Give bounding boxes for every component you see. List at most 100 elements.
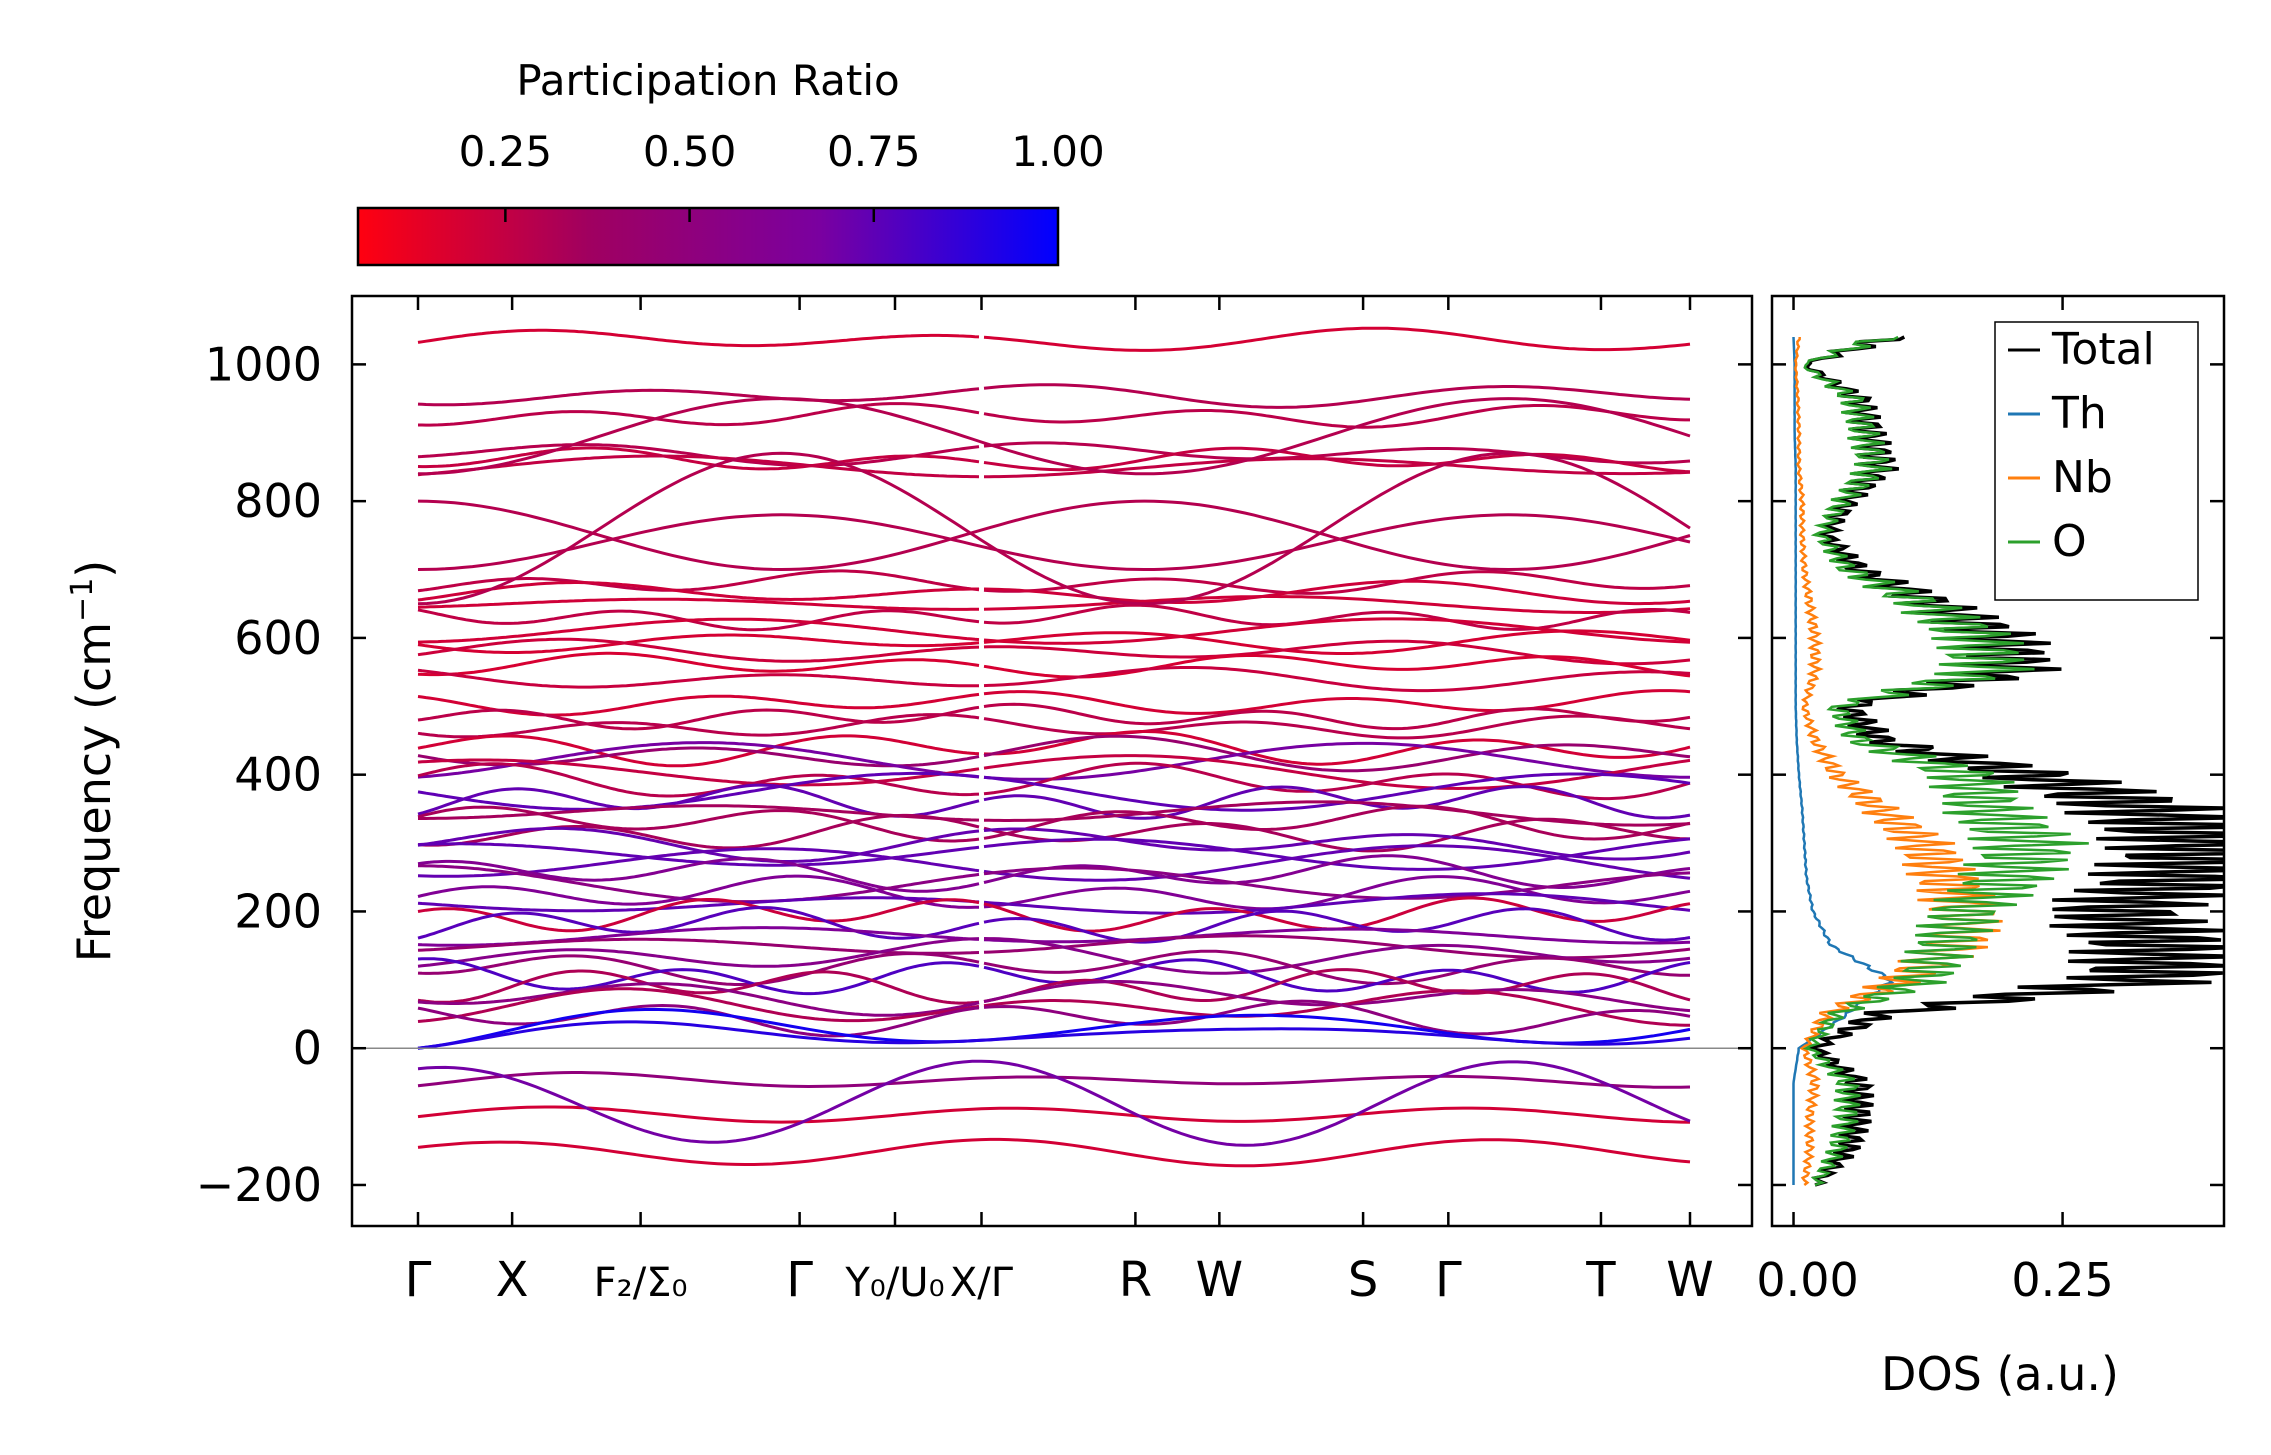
colorbar: Participation Ratio 0.25 0.50 0.75 1.00 [356, 56, 1105, 267]
colorbar-ticks: 0.25 0.50 0.75 1.00 [459, 127, 1105, 222]
band-plot-frame [350, 294, 1754, 1228]
dos-x-tick-label: 0.25 [2011, 1253, 2113, 1307]
dos-curve-nb [1794, 336, 2003, 1186]
phonon-bands [417, 326, 1691, 1168]
phonon-band [417, 898, 980, 933]
phonon-band [983, 689, 1691, 715]
phonon-band [983, 907, 1691, 944]
phonon-band [417, 896, 980, 913]
high-symmetry-label: R [1119, 1252, 1152, 1308]
band-y-tick-label: −200 [196, 1158, 322, 1212]
band-y-tick-label: 1000 [205, 337, 322, 391]
phonon-band [983, 326, 1691, 352]
phonon-band [417, 617, 980, 644]
high-symmetry-label: Γ [786, 1252, 813, 1308]
legend-label-o: O [2052, 516, 2087, 567]
phonon-band [983, 629, 1691, 655]
phonon-band [417, 957, 980, 996]
phonon-band [983, 999, 1691, 1036]
high-symmetry-label: X/Γ [950, 1260, 1014, 1306]
phonon-band [417, 874, 980, 909]
high-symmetry-label: W [1666, 1252, 1713, 1308]
high-symmetry-label: Γ [405, 1252, 432, 1308]
phonon-band [417, 581, 979, 602]
dos-x-axis-label: DOS (a.u.) [1881, 1347, 2119, 1401]
phonon-band [983, 804, 1691, 841]
colorbar-tick-label: 0.75 [827, 127, 921, 176]
phonon-band [417, 1007, 1691, 1050]
phonon-band [417, 637, 980, 663]
phonon-band [983, 734, 1691, 773]
high-symmetry-label: S [1348, 1252, 1378, 1308]
colorbar-gradient [356, 206, 1060, 267]
phonon-band [983, 654, 1691, 679]
phonon-band [983, 949, 1691, 986]
phonon-band [983, 741, 1691, 781]
phonon-band [983, 666, 1691, 693]
phonon-band [417, 513, 1691, 571]
band-y-tick-label: 800 [234, 474, 322, 528]
phonon-band [417, 771, 980, 811]
legend-items: Total Th Nb O [2008, 324, 2155, 567]
phonon-band [417, 397, 1691, 476]
phonon-band [417, 758, 980, 787]
phonon-band [417, 734, 980, 768]
phonon-band [417, 1020, 1691, 1050]
phonon-band [417, 499, 1691, 572]
phonon-band [983, 837, 1691, 871]
phonon-band [417, 454, 980, 479]
phonon-band [417, 1137, 1691, 1168]
band-y-axis-label: Frequency (cm−1) [65, 560, 121, 963]
phonon-band [417, 651, 980, 677]
phonon-band [418, 402, 980, 427]
phonon-band [983, 989, 1690, 1027]
ylabel-main: Frequency (cm [67, 622, 121, 962]
phonon-band [983, 595, 1691, 614]
band-y-tick-label: 0 [293, 1021, 322, 1075]
phonon-band [983, 844, 1691, 882]
dos-curve-o [1802, 335, 2089, 1187]
phonon-band [417, 692, 980, 717]
high-symmetry-label: F₂/Σ₀ [594, 1260, 688, 1306]
high-symmetry-label: Y₀/U₀ [844, 1260, 944, 1306]
phonon-band [417, 969, 980, 1005]
phonon-band [417, 328, 980, 348]
phonon-band [983, 441, 1691, 465]
phonon-band [417, 443, 980, 467]
phonon-band [417, 713, 980, 739]
phonon-band [983, 892, 1691, 915]
phonon-band [417, 762, 980, 798]
phonon-band [983, 383, 1691, 409]
dos-plot-frame [1770, 294, 2226, 1228]
phonon-band [983, 854, 1691, 889]
colorbar-label: Participation Ratio [516, 56, 899, 105]
legend-label-th: Th [2051, 388, 2107, 439]
band-x-axis: Γ X F₂/Σ₀ Γ Y₀/U₀ X/Γ R W S Γ T W [405, 296, 1714, 1308]
phonon-band [983, 714, 1691, 740]
band-y-tick-label: 600 [234, 611, 322, 665]
phonon-band [417, 926, 980, 947]
phonon-band [417, 952, 980, 986]
phonon-band [983, 570, 1691, 595]
phonon-band [983, 639, 1691, 666]
phonon-band [983, 958, 1691, 994]
dos-x-tick-label: 0.00 [1756, 1253, 1858, 1307]
phonon-band [417, 633, 980, 654]
phonon-band [417, 451, 1691, 606]
phonon-band [983, 866, 1691, 900]
phonon-band [417, 987, 980, 1023]
legend-label-total: Total [2051, 324, 2155, 375]
phonon-band [417, 805, 980, 843]
phonon-band [417, 668, 979, 689]
phonon-band [983, 702, 1691, 731]
high-symmetry-label: W [1196, 1252, 1243, 1308]
colorbar-tick-label: 1.00 [1011, 127, 1105, 176]
phonon-band [983, 772, 1691, 812]
dos-curves [1792, 335, 2224, 1187]
high-symmetry-label: T [1585, 1252, 1616, 1308]
legend-frame [1994, 321, 2199, 601]
phonon-band [983, 754, 1691, 791]
phonon-band [417, 906, 980, 940]
